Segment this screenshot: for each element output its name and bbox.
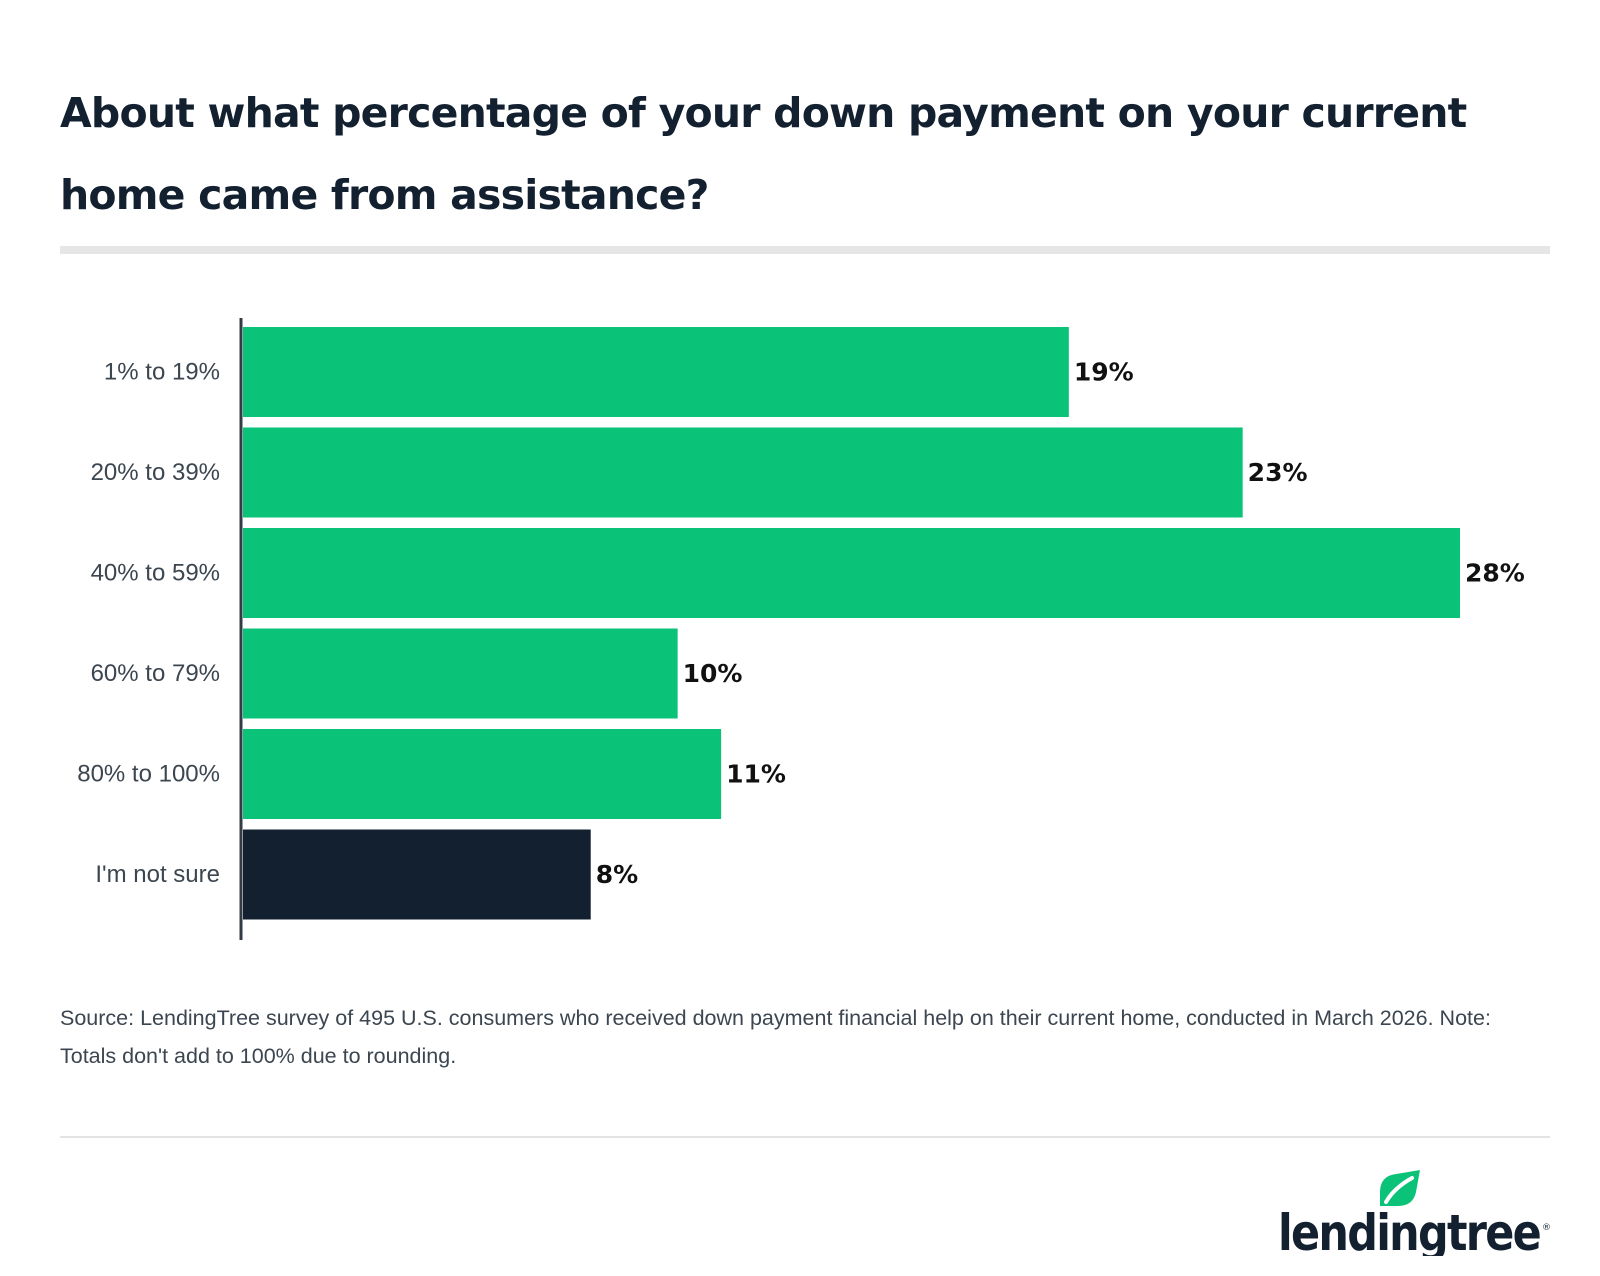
category-label-5: I'm not sure	[95, 861, 220, 888]
value-label-3: 10%	[683, 659, 743, 688]
title-divider	[60, 246, 1550, 254]
value-label-2: 28%	[1465, 559, 1525, 588]
bar-chart: 1% to 19% 19% 20% to 39% 23% 40% to 59% 28% 60…	[77, 318, 1525, 940]
value-label-5: 8%	[596, 860, 638, 889]
bar-2	[243, 528, 1460, 618]
category-label-2: 40% to 59%	[91, 560, 220, 587]
category-label-3: 60% to 79%	[91, 660, 220, 687]
logo-wordmark: lendingtree	[1278, 1204, 1540, 1256]
source-note: Source: LendingTree survey of 495 U.S. c…	[60, 1006, 1491, 1068]
bar-5	[243, 829, 591, 920]
category-label-4: 80% to 100%	[77, 761, 220, 788]
value-label-4: 11%	[726, 760, 786, 789]
category-label-0: 1% to 19%	[104, 359, 220, 386]
bar-4	[243, 729, 722, 819]
bar-0	[243, 327, 1069, 417]
bar-1	[243, 427, 1243, 518]
category-label-1: 20% to 39%	[91, 459, 220, 486]
value-label-0: 19%	[1074, 358, 1134, 387]
lendingtree-logo: lendingtree ®	[1278, 1170, 1551, 1256]
registered-mark: ®	[1542, 1223, 1551, 1233]
footer-divider	[60, 1136, 1550, 1138]
leaf-icon	[1380, 1170, 1420, 1206]
title: About what percentage of your down payme…	[60, 89, 1467, 219]
value-label-1: 23%	[1248, 458, 1308, 487]
bar-3	[243, 628, 678, 719]
